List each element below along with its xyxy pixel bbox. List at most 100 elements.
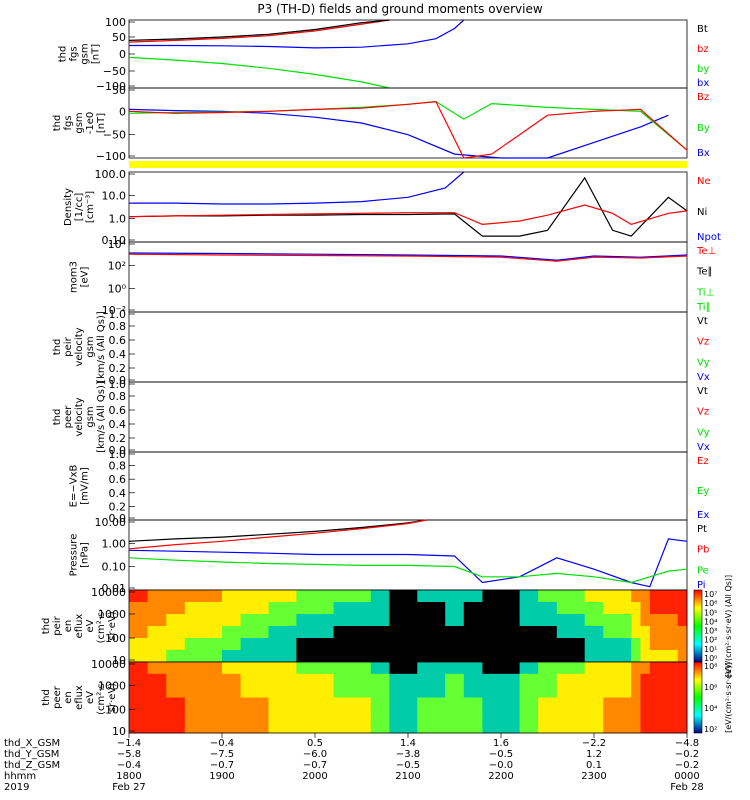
spectrogram-cell (621, 638, 632, 651)
spectrogram-cell (463, 697, 474, 710)
spectrogram-cell (277, 685, 288, 698)
spectrogram-cell (156, 614, 167, 627)
spectrogram-cell (677, 602, 688, 615)
spectrogram-cell (547, 638, 558, 651)
spectrogram-cell (491, 590, 502, 603)
spectrogram-cell (259, 626, 269, 639)
spectrogram-cell (129, 626, 139, 639)
spectrogram-cell (510, 721, 521, 734)
spectrogram-cell (631, 662, 641, 675)
y-axis-label: thd (58, 46, 69, 63)
spectrogram-cell (566, 650, 576, 663)
spectrogram-cell (305, 626, 316, 639)
spectrogram-cell (677, 662, 688, 675)
spectrogram-cell (268, 662, 279, 675)
spectrogram-cell (259, 721, 269, 734)
spectrogram-cell (156, 697, 167, 710)
y-axis-label: [cm⁻³] (85, 191, 96, 223)
spectrogram-cell (156, 721, 167, 734)
legend-entry-Te∥: Te∥ (696, 267, 713, 278)
spectrogram-cell (556, 662, 567, 675)
spectrogram-cell (333, 626, 344, 639)
legend-entry-Vz: Vz (697, 337, 709, 348)
spectrogram-cell (612, 721, 623, 734)
spectrogram-cell (668, 721, 679, 734)
spectrogram-cell (417, 638, 428, 651)
spectrogram-cell (333, 721, 344, 734)
spectrogram-cell (203, 590, 214, 603)
spectrogram-cell (649, 614, 660, 627)
spectrogram-cell (315, 673, 325, 687)
spectrogram-cell (519, 673, 530, 687)
spectrogram-cell (166, 638, 176, 651)
y-axis-label: (cm²·s· (96, 609, 107, 644)
spectrogram-cell (473, 709, 483, 722)
spectrogram-cell (324, 697, 335, 710)
spectrogram-cell (175, 650, 186, 663)
spectrogram-cell (659, 626, 669, 639)
spectrogram-cell (175, 721, 186, 734)
spectrogram-cell (547, 662, 558, 675)
spectrogram-cell (231, 590, 242, 603)
spectrogram-cell (426, 685, 437, 698)
y-axis-label: [nPa] (80, 542, 91, 568)
y-axis-label: peer (63, 405, 74, 429)
spectrogram-cell (668, 602, 679, 615)
spectrogram-cell (315, 697, 325, 710)
spectrogram-cell (194, 626, 204, 639)
spectrogram-cell (482, 602, 493, 615)
spectrogram-cell (305, 673, 316, 687)
y-axis-label: en (63, 620, 74, 633)
y-tick-label: 0.6 (109, 404, 127, 417)
spectrogram-cell (668, 626, 679, 639)
spectrogram-cell (584, 721, 595, 734)
spectrogram-cell (445, 685, 455, 698)
series-Ne (128, 204, 688, 226)
spectrogram-cell (129, 673, 139, 687)
spectrogram-cell (380, 685, 390, 698)
spectrogram-cell (138, 685, 149, 698)
y-axis-label: [km/s (All Qs)] (96, 381, 107, 453)
spectrogram-cell (445, 602, 455, 615)
spectrogram-cell (398, 685, 409, 698)
spectrogram-cell (556, 673, 567, 687)
y-tick-label: 10⁴ (108, 238, 127, 251)
legend-entry-Vx: Vx (697, 372, 710, 383)
panel-frame (128, 381, 688, 453)
spectrogram-cell (426, 614, 437, 627)
spectrogram-cell (231, 709, 242, 722)
y-axis-label: gsm (80, 43, 91, 64)
spectrogram-cell (184, 662, 195, 675)
spectrogram-cell (370, 709, 381, 722)
spectrogram-cell (212, 662, 223, 675)
spectrogram-cell (184, 590, 195, 603)
x-tick-label: −0.7 (303, 760, 327, 771)
spectrogram-cell (240, 590, 251, 603)
spectrogram-cell (222, 626, 232, 639)
y-tick-label: 10² (108, 259, 126, 272)
spectrogram-cell (398, 721, 409, 734)
spectrogram-cell (277, 721, 288, 734)
y-tick-label: −100 (96, 80, 126, 93)
spectrogram-cell (222, 685, 232, 698)
spectrogram-cell (510, 650, 521, 663)
spectrogram-cell (528, 626, 539, 639)
spectrogram-cell (184, 673, 195, 687)
spectrogram-cell (296, 697, 307, 710)
spectrogram-cell (389, 614, 400, 627)
colorbar-tick-label: 10² (704, 636, 717, 645)
spectrogram-cell (659, 602, 669, 615)
spectrogram-cell (361, 709, 372, 722)
spectrogram-cell (296, 709, 307, 722)
spectrogram-cell (659, 721, 669, 734)
spectrogram-cell (612, 673, 623, 687)
spectrogram-cell (463, 626, 474, 639)
spectrogram-cell (547, 602, 558, 615)
spectrogram-cell (138, 662, 149, 675)
spectrogram-cell (408, 721, 418, 734)
spectrogram-cell (147, 685, 158, 698)
y-axis-label: sr·eV) (107, 683, 118, 712)
spectrogram-cell (333, 709, 344, 722)
spectrogram-cell (408, 709, 418, 722)
spectrogram-cell (222, 673, 232, 687)
